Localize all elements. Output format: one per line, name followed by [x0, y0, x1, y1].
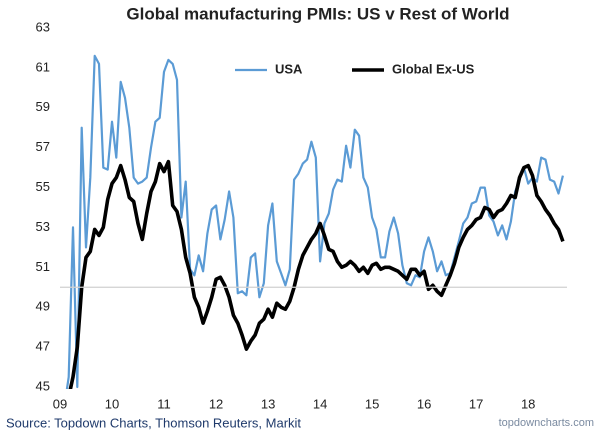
x-tick-label: 09 — [53, 396, 67, 411]
x-tick-label: 14 — [313, 396, 327, 411]
y-tick-label: 47 — [36, 339, 50, 354]
chart-title: Global manufacturing PMIs: US v Rest of … — [126, 4, 509, 23]
watermark: topdowncharts.com — [499, 417, 594, 429]
legend-label: Global Ex-US — [392, 61, 475, 76]
x-tick-label: 12 — [209, 396, 223, 411]
plot-area — [65, 54, 565, 389]
x-tick-label: 17 — [469, 396, 483, 411]
x-tick-label: 13 — [261, 396, 275, 411]
x-tick-label: 10 — [105, 396, 119, 411]
legend-label: USA — [275, 61, 303, 76]
x-tick-label: 18 — [521, 396, 535, 411]
y-tick-label: 49 — [36, 299, 50, 314]
series-line — [65, 54, 564, 389]
x-tick-label: 16 — [417, 396, 431, 411]
y-tick-label: 57 — [36, 139, 50, 154]
y-tick-label: 59 — [36, 99, 50, 114]
y-tick-label: 55 — [36, 179, 50, 194]
y-tick-label: 53 — [36, 219, 50, 234]
y-tick-label: 45 — [36, 378, 50, 393]
series-line — [68, 159, 565, 389]
x-tick-label: 11 — [157, 396, 171, 411]
x-tick-label: 15 — [365, 396, 379, 411]
y-tick-label: 63 — [36, 19, 50, 34]
y-tick-label: 61 — [36, 59, 50, 74]
source: Source: Topdown Charts, Thomson Reuters,… — [6, 415, 301, 430]
y-tick-label: 51 — [36, 259, 50, 274]
